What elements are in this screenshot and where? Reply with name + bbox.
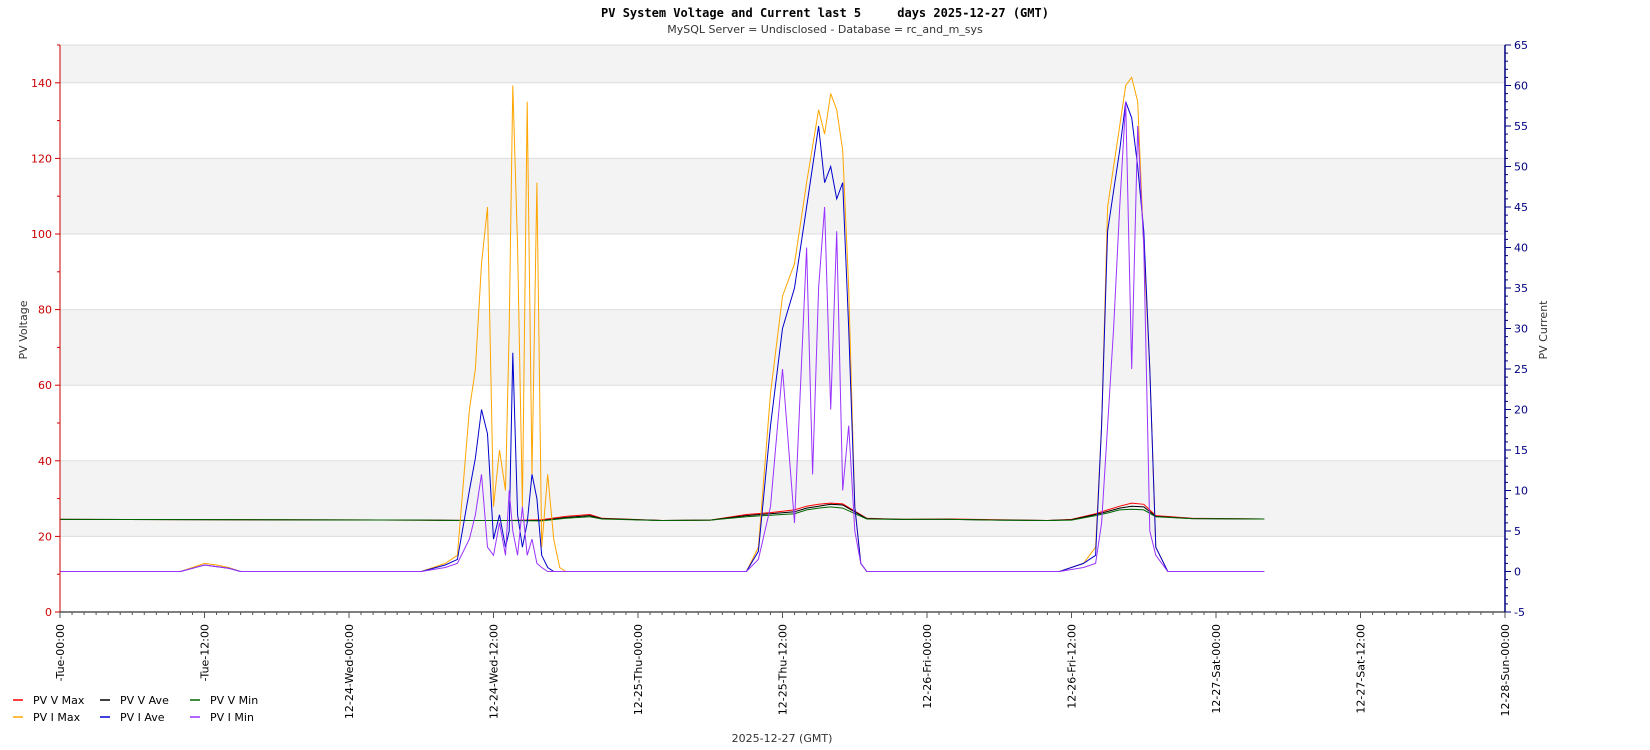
x-tick-label: 12-27-Sat-12:00: [1355, 624, 1368, 714]
y-right-tick-label: 35: [1514, 282, 1528, 295]
y-right-tick-label: 0: [1514, 566, 1521, 579]
y-left-tick-label: 60: [38, 379, 52, 392]
chart-subtitle: MySQL Server = Undisclosed - Database = …: [667, 23, 983, 36]
series-pv-v-ave: [59, 503, 1265, 522]
y-left-tick-label: 0: [45, 606, 52, 619]
legend-label-pv-i-min: PV I Min: [210, 711, 254, 724]
y-right-tick-label: 45: [1514, 201, 1528, 214]
y-left-tick-label: 20: [38, 530, 52, 543]
y-right-tick-label: 5: [1514, 525, 1521, 538]
x-tick-label: 12-24-Wed-00:00: [343, 624, 356, 719]
x-tick-label: -Tue-00:00: [54, 624, 67, 681]
y-right-tick-label: -5: [1514, 606, 1525, 619]
chart-title: PV System Voltage and Current last 5 day…: [601, 6, 1049, 20]
x-tick-label: -Tue-12:00: [199, 624, 212, 681]
y-right-tick-label: 25: [1514, 363, 1528, 376]
x-tick-label: 12-25-Thu-00:00: [632, 624, 645, 715]
x-tick-label: 12-24-Wed-12:00: [488, 624, 501, 719]
x-tick-label: 12-26-Fri-12:00: [1066, 624, 1079, 709]
y-right-tick-label: 60: [1514, 80, 1528, 93]
plot-band: [60, 158, 1505, 234]
series-pv-v-max: [59, 502, 1265, 522]
y-right-tick-label: 15: [1514, 444, 1528, 457]
y-axis-left-label: PV Voltage: [17, 300, 30, 359]
y-left-tick-label: 140: [31, 77, 52, 90]
legend-label-pv-v-max: PV V Max: [33, 694, 85, 707]
legend-label-pv-i-max: PV I Max: [33, 711, 81, 724]
y-right-tick-label: 30: [1514, 323, 1528, 336]
y-right-tick-label: 10: [1514, 485, 1528, 498]
y-left-tick-label: 40: [38, 455, 52, 468]
y-right-tick-label: 65: [1514, 39, 1528, 52]
y-right-tick-label: 40: [1514, 242, 1528, 255]
series-pv-v-min: [59, 506, 1265, 522]
x-tick-label: 12-28-Sun-00:00: [1499, 624, 1512, 717]
series-layer: [59, 76, 1265, 572]
y-right-tick-label: 50: [1514, 161, 1528, 174]
y-left-tick-label: 100: [31, 228, 52, 241]
y-left-tick-label: 120: [31, 152, 52, 165]
y-right-tick-label: 55: [1514, 120, 1528, 133]
y-axis-right-label: PV Current: [1537, 300, 1550, 360]
series-pv-i-min: [60, 101, 1265, 572]
x-tick-label: 12-25-Thu-12:00: [777, 624, 790, 715]
axes: 0 20 40 60 80 100 120 140 -5 0 5 10 15 20 25 30 35 40 45 50…: [31, 39, 1528, 719]
plot-band: [60, 45, 1505, 83]
y-right-tick-label: 20: [1514, 404, 1528, 417]
legend-label-pv-v-min: PV V Min: [210, 694, 258, 707]
legend-label-pv-v-ave: PV V Ave: [120, 694, 169, 707]
legend: PV V Max PV V Ave PV V Min PV I Max PV I Ave…: [13, 694, 258, 724]
x-tick-label: 12-27-Sat-00:00: [1210, 624, 1223, 714]
legend-label-pv-i-ave: PV I Ave: [120, 711, 165, 724]
x-axis-label: 2025-12-27 (GMT): [732, 732, 833, 745]
y-left-tick-label: 80: [38, 304, 52, 317]
x-tick-label: 12-26-Fri-00:00: [921, 624, 934, 709]
plot-bands: [60, 45, 1505, 537]
plot-band: [60, 460, 1505, 537]
